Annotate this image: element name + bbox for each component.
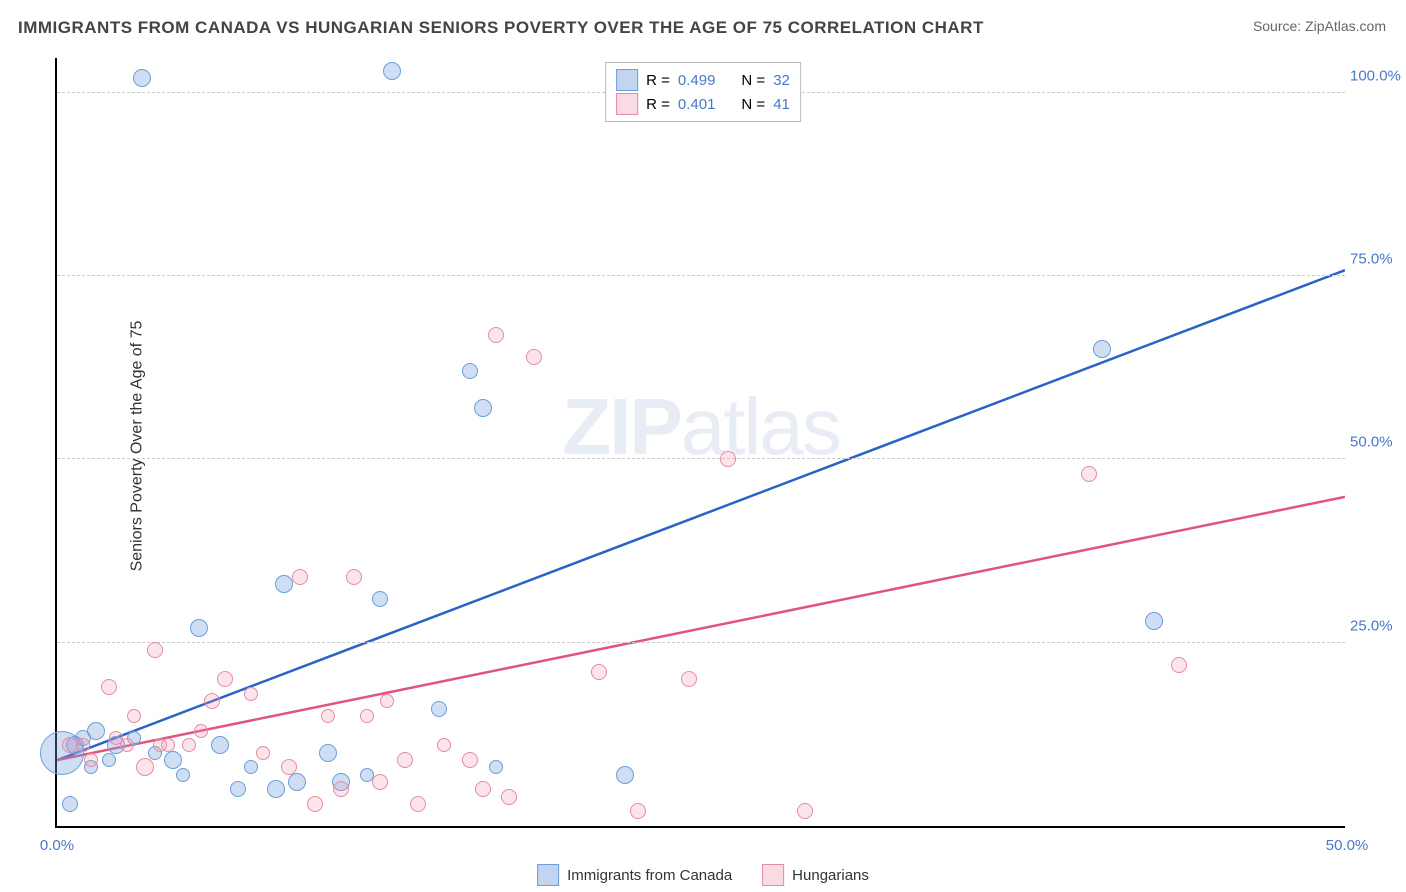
scatter-point-pink (120, 738, 134, 752)
scatter-point-pink (630, 803, 646, 819)
legend-row-blue: R = 0.499 N = 32 (616, 69, 790, 91)
chart-container: IMMIGRANTS FROM CANADA VS HUNGARIAN SENI… (0, 0, 1406, 892)
scatter-point-pink (1081, 466, 1097, 482)
scatter-point-pink (462, 752, 478, 768)
scatter-point-blue (1093, 340, 1111, 358)
legend-item-blue: Immigrants from Canada (537, 864, 732, 886)
watermark-light: atlas (681, 382, 840, 471)
scatter-point-pink (591, 664, 607, 680)
source-attribution: Source: ZipAtlas.com (1253, 18, 1386, 34)
scatter-point-pink (501, 789, 517, 805)
gridline (57, 458, 1345, 459)
y-tick-label: 100.0% (1350, 67, 1400, 84)
scatter-point-blue (474, 399, 492, 417)
scatter-point-pink (292, 569, 308, 585)
scatter-point-pink (681, 671, 697, 687)
scatter-point-pink (333, 781, 349, 797)
scatter-point-pink (488, 327, 504, 343)
r-value-blue: 0.499 (678, 72, 716, 89)
gridline (57, 275, 1345, 276)
scatter-point-pink (281, 759, 297, 775)
scatter-point-pink (797, 803, 813, 819)
scatter-point-blue (62, 796, 78, 812)
swatch-blue (616, 69, 638, 91)
watermark-bold: ZIP (562, 382, 680, 471)
scatter-point-pink (76, 738, 90, 752)
scatter-point-blue (319, 744, 337, 762)
scatter-point-pink (410, 796, 426, 812)
gridline (57, 642, 1345, 643)
scatter-point-blue (267, 780, 285, 798)
scatter-point-pink (526, 349, 542, 365)
scatter-point-pink (360, 709, 374, 723)
scatter-point-blue (164, 751, 182, 769)
scatter-point-pink (194, 724, 208, 738)
scatter-point-pink (153, 738, 167, 752)
swatch-pink (762, 864, 784, 886)
legend-row-pink: R = 0.401 N = 41 (616, 93, 790, 115)
scatter-point-blue (211, 736, 229, 754)
y-tick-label: 50.0% (1350, 434, 1400, 451)
plot-area: ZIPatlas 25.0%50.0%75.0%100.0%0.0%50.0% (55, 58, 1345, 828)
correlation-legend: R = 0.499 N = 32 R = 0.401 N = 41 (605, 62, 801, 122)
legend-label: Immigrants from Canada (567, 867, 732, 884)
scatter-point-blue (1145, 612, 1163, 630)
scatter-point-pink (1171, 657, 1187, 673)
scatter-point-pink (720, 451, 736, 467)
scatter-point-blue (372, 591, 388, 607)
scatter-point-pink (321, 709, 335, 723)
scatter-point-blue (431, 701, 447, 717)
scatter-point-blue (616, 766, 634, 784)
x-tick-label: 50.0% (1326, 837, 1369, 854)
scatter-point-pink (372, 774, 388, 790)
r-label: R = (646, 72, 670, 89)
series-legend: Immigrants from Canada Hungarians (537, 864, 869, 886)
n-label: N = (741, 72, 765, 89)
scatter-point-pink (182, 738, 196, 752)
n-value-pink: 41 (773, 96, 790, 113)
scatter-point-blue (244, 760, 258, 774)
scatter-point-pink (380, 694, 394, 708)
legend-label: Hungarians (792, 867, 869, 884)
x-tick-label: 0.0% (40, 837, 74, 854)
scatter-point-blue (230, 781, 246, 797)
r-value-pink: 0.401 (678, 96, 716, 113)
scatter-point-pink (101, 679, 117, 695)
scatter-point-blue (383, 62, 401, 80)
scatter-point-blue (176, 768, 190, 782)
scatter-point-pink (397, 752, 413, 768)
y-tick-label: 25.0% (1350, 617, 1400, 634)
scatter-point-pink (127, 709, 141, 723)
scatter-point-pink (217, 671, 233, 687)
scatter-point-blue (190, 619, 208, 637)
scatter-point-pink (256, 746, 270, 760)
r-label: R = (646, 96, 670, 113)
scatter-point-pink (136, 758, 154, 776)
scatter-point-blue (489, 760, 503, 774)
scatter-point-pink (346, 569, 362, 585)
n-label: N = (741, 96, 765, 113)
scatter-point-blue (462, 363, 478, 379)
scatter-point-pink (437, 738, 451, 752)
scatter-point-blue (102, 753, 116, 767)
trend-lines (57, 58, 1345, 826)
scatter-point-blue (288, 773, 306, 791)
legend-item-pink: Hungarians (762, 864, 869, 886)
n-value-blue: 32 (773, 72, 790, 89)
swatch-blue (537, 864, 559, 886)
scatter-point-pink (475, 781, 491, 797)
scatter-point-pink (244, 687, 258, 701)
scatter-point-pink (84, 753, 98, 767)
swatch-pink (616, 93, 638, 115)
scatter-point-pink (147, 642, 163, 658)
scatter-point-blue (275, 575, 293, 593)
scatter-point-pink (204, 693, 220, 709)
scatter-point-blue (133, 69, 151, 87)
scatter-point-pink (307, 796, 323, 812)
chart-title: IMMIGRANTS FROM CANADA VS HUNGARIAN SENI… (18, 18, 984, 38)
y-tick-label: 75.0% (1350, 251, 1400, 268)
